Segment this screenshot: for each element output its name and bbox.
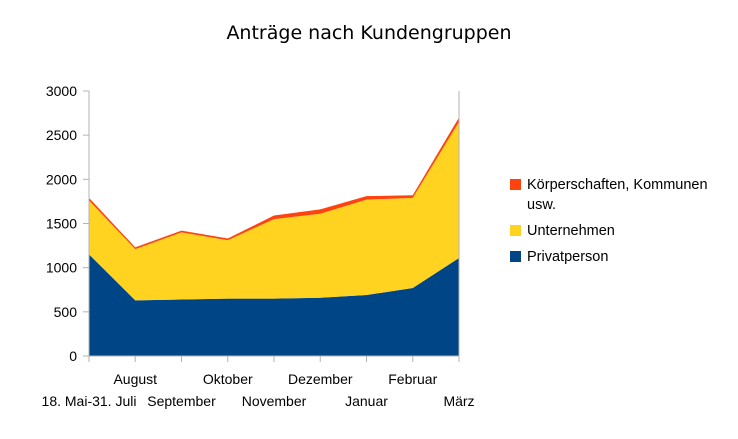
x-tick-label: Februar [388,371,437,387]
legend-item-privatperson: Privatperson [510,247,732,267]
y-tick-label: 0 [69,348,77,364]
x-tick-label: Oktober [203,371,253,387]
y-tick-label: 500 [54,304,78,320]
legend-item-koerperschaften: Körperschaften, Kommunen usw. [510,175,732,215]
legend-label-privatperson: Privatperson [527,249,609,265]
x-tick-label: Januar [345,393,388,409]
x-tick-label: August [113,371,157,387]
legend-swatch-privatperson [510,251,521,262]
x-tick-label: Dezember [288,371,353,387]
y-tick-label: 1000 [46,260,77,276]
area-series-1 [89,121,459,301]
legend-item-unternehmen: Unternehmen [510,221,732,241]
x-tick-labels: 18. Mai-31. Juli August September Oktober No… [42,371,475,409]
y-tick-label: 1500 [46,216,77,232]
x-tick-label: 18. Mai-31. Juli [42,393,137,409]
legend: Körperschaften, Kommunen usw. Unternehme… [510,175,732,273]
x-tick-label: März [443,393,474,409]
legend-label-koerperschaften: Körperschaften, Kommunen usw. [527,177,708,213]
y-tick-label: 2000 [46,171,77,187]
chart-title: Anträge nach Kundengruppen [226,22,512,44]
legend-swatch-unternehmen [510,225,521,236]
x-tick-label: November [242,393,307,409]
legend-label-unternehmen: Unternehmen [527,223,615,239]
legend-swatch-koerperschaften [510,179,521,190]
y-tick-label: 3000 [46,83,77,99]
y-tick-labels: 0 500 1000 1500 2000 2500 3000 [46,83,77,364]
area-series-0 [89,254,459,356]
axes-group [83,90,460,362]
area-series-group [89,117,459,356]
x-tick-label: September [147,393,216,409]
y-tick-label: 2500 [46,127,77,143]
